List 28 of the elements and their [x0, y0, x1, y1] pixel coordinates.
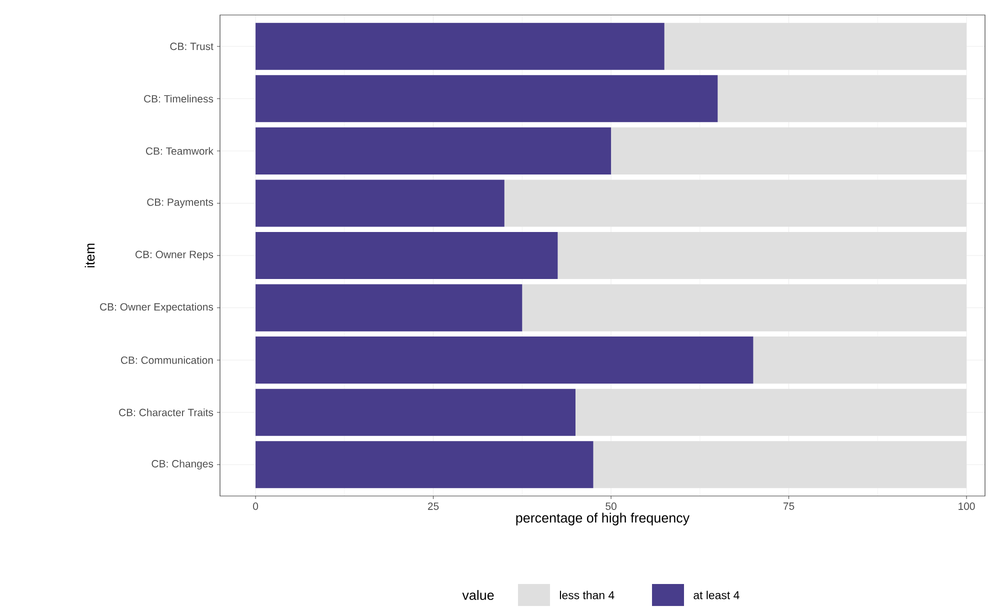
- bar: [256, 22, 664, 70]
- y-tick-label: CB: Owner Reps: [136, 250, 214, 260]
- bar: [256, 180, 504, 227]
- y-tick-label: CB: Communication: [120, 356, 213, 364]
- bar: [256, 441, 594, 488]
- x-tick-label: 25: [428, 502, 439, 510]
- x-tick-label: 75: [783, 502, 794, 510]
- y-tick-label: CB: Trust: [170, 42, 214, 50]
- y-tick-label: CB: Changes: [152, 460, 214, 470]
- bar: [256, 232, 558, 280]
- bar: [256, 75, 718, 122]
- x-tick-label: 100: [958, 502, 975, 510]
- x-tick-label: 50: [606, 502, 616, 510]
- x-tick-label: 0: [253, 502, 258, 510]
- y-tick-label: CB: Payments: [147, 198, 214, 208]
- legend-label: at least 4: [694, 590, 740, 600]
- y-tick-label: CB: Teamwork: [146, 147, 214, 155]
- y-tick-label: CB: Character Traits: [119, 408, 214, 416]
- legend-label: less than 4: [560, 590, 614, 600]
- bar: [256, 336, 754, 384]
- y-axis-title: item: [84, 244, 95, 268]
- legend-title: value: [462, 590, 494, 600]
- x-axis-title: percentage of high frequency: [516, 512, 690, 526]
- bar: [256, 284, 522, 332]
- y-tick-label: CB: Owner Expectations: [100, 302, 214, 313]
- bar: [256, 127, 612, 174]
- y-tick-label: CB: Timeliness: [144, 94, 214, 103]
- bar: [256, 388, 576, 436]
